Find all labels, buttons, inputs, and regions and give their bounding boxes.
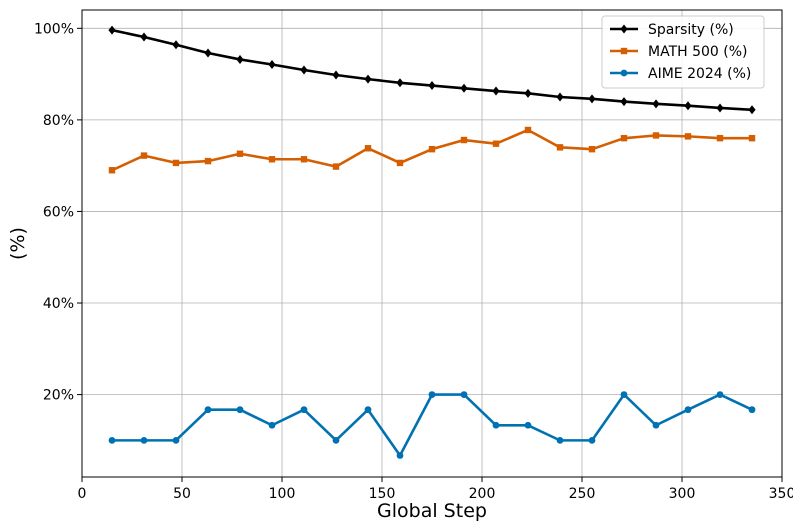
- x-tick-label: 250: [569, 486, 596, 502]
- data-point: [460, 83, 468, 93]
- y-tick-label: 80%: [43, 113, 74, 129]
- plot-area-frame: [81, 9, 783, 478]
- data-point: [108, 436, 116, 444]
- data-point: [556, 144, 564, 151]
- series-sparsity: [108, 25, 756, 115]
- data-point: [428, 81, 436, 91]
- data-point: [716, 134, 724, 142]
- data-point: [492, 140, 500, 147]
- data-point: [268, 59, 276, 69]
- series-aime-2024: [108, 391, 756, 459]
- data-point: [428, 391, 436, 398]
- data-point: [364, 145, 372, 152]
- data-point: [684, 406, 692, 414]
- data-point: [748, 134, 756, 142]
- x-tick-label: 350: [769, 486, 793, 502]
- data-point: [268, 156, 276, 163]
- legend-item: AIME 2024 (%): [610, 66, 751, 82]
- data-point: [140, 152, 148, 159]
- y-tick-label: 100%: [34, 21, 74, 37]
- x-tick-label: 200: [469, 486, 496, 502]
- data-point: [236, 406, 244, 414]
- data-point: [332, 436, 340, 444]
- data-point: [684, 101, 692, 111]
- data-point: [524, 421, 532, 429]
- legend-label: AIME 2024 (%): [648, 66, 751, 82]
- data-point: [460, 391, 468, 398]
- legend-label: MATH 500 (%): [648, 44, 748, 60]
- data-point: [396, 452, 404, 459]
- data-point: [172, 40, 180, 50]
- data-point: [588, 436, 596, 444]
- data-point: [140, 32, 148, 42]
- data-point: [236, 150, 244, 157]
- data-point: [396, 78, 404, 88]
- data-point: [652, 99, 660, 109]
- legend-marker: [620, 47, 628, 55]
- data-point: [204, 48, 212, 58]
- data-point: [684, 133, 692, 140]
- axis-ticks: 0 50 100 150 200 250 300 350 20% 40% 60% 80% 100%: [34, 21, 793, 502]
- series-math-500: [108, 126, 756, 174]
- x-tick-label: 50: [173, 486, 191, 502]
- data-point: [332, 163, 340, 170]
- data-point: [108, 25, 116, 35]
- data-point: [332, 70, 340, 80]
- data-point: [748, 105, 756, 115]
- legend: Sparsity (%) MATH 500 (%) AIME 2024 (%): [601, 15, 765, 89]
- data-point: [268, 421, 276, 429]
- data-point: [108, 167, 116, 174]
- data-point: [364, 406, 372, 414]
- data-point: [204, 157, 212, 165]
- data-point: [716, 391, 724, 398]
- data-point: [300, 65, 308, 75]
- data-point: [748, 406, 756, 414]
- x-axis-label: Global Step: [377, 500, 487, 522]
- data-point: [556, 436, 564, 444]
- legend-box: [601, 15, 765, 89]
- data-point: [716, 103, 724, 113]
- data-point: [556, 92, 564, 102]
- data-point: [652, 421, 660, 429]
- y-tick-label: 20%: [43, 388, 74, 404]
- data-point: [140, 436, 148, 444]
- data-point: [172, 436, 180, 444]
- x-tick-label: 0: [78, 486, 87, 502]
- data-point: [524, 88, 532, 98]
- x-tick-label: 150: [369, 486, 396, 502]
- data-point: [460, 136, 468, 144]
- data-point: [620, 134, 628, 142]
- data-point: [428, 145, 436, 153]
- data-point: [204, 406, 212, 414]
- legend-item: MATH 500 (%): [610, 44, 748, 60]
- data-point: [524, 126, 532, 134]
- data-point: [492, 86, 500, 96]
- data-point: [588, 145, 596, 153]
- x-tick-label: 100: [269, 486, 296, 502]
- data-point: [588, 94, 596, 104]
- data-point: [652, 132, 660, 139]
- data-point: [172, 159, 180, 167]
- data-point: [236, 54, 244, 64]
- data-point: [364, 74, 372, 84]
- data-point: [300, 156, 308, 163]
- legend-marker: [620, 69, 628, 77]
- data-point: [492, 421, 500, 429]
- legend-label: Sparsity (%): [648, 22, 734, 38]
- x-tick-label: 300: [669, 486, 696, 502]
- y-axis-label: (%): [7, 227, 29, 260]
- y-tick-label: 40%: [43, 296, 74, 312]
- series-layer: [108, 25, 756, 459]
- data-point: [620, 97, 628, 107]
- data-point: [300, 406, 308, 414]
- legend-marker: [620, 24, 628, 34]
- data-point: [620, 391, 628, 398]
- data-point: [396, 159, 404, 167]
- legend-item: Sparsity (%): [610, 22, 734, 38]
- y-tick-label: 60%: [43, 204, 74, 220]
